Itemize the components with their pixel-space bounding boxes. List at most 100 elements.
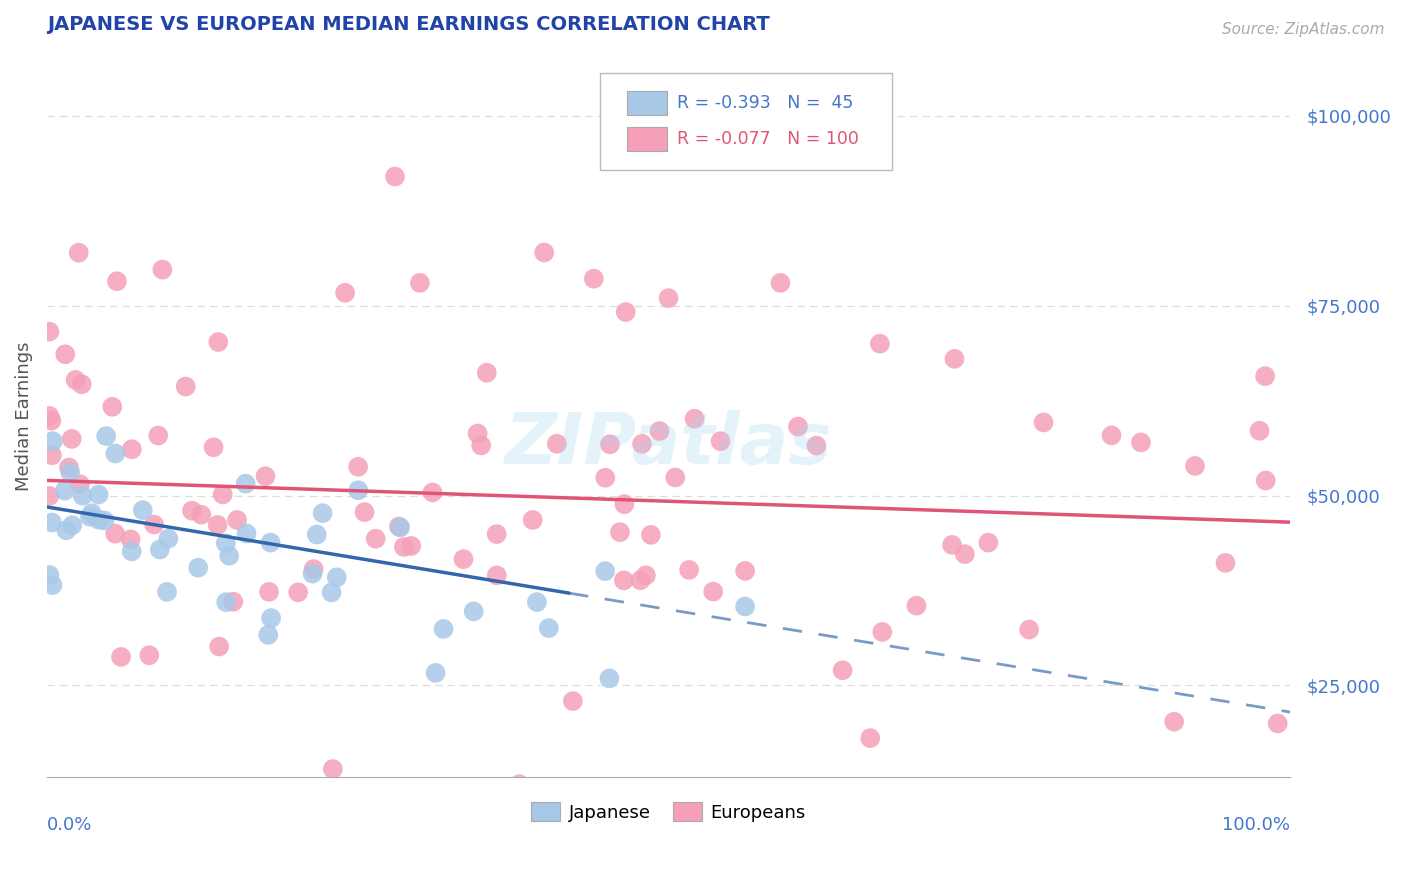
Point (69, 477, 91, 491)
Point (321, 585, 343, 599)
Point (389, 520, 412, 534)
Point (953, 547, 976, 561)
Point (1032, 416, 1054, 430)
Text: 0.0%: 0.0% (46, 816, 93, 834)
Point (1163, 714, 1185, 729)
Point (259, 535, 281, 549)
Point (150, 262, 173, 277)
Point (347, 459, 370, 474)
FancyBboxPatch shape (600, 73, 893, 170)
Point (42, 434, 65, 449)
Point (399, 539, 422, 553)
Point (475, 366, 498, 380)
Point (87, 513, 110, 527)
Point (634, 568, 657, 582)
Point (485, 527, 508, 541)
Point (41, 448, 63, 462)
Point (683, 411, 706, 425)
Text: ZIPatlas: ZIPatlas (505, 410, 832, 479)
Point (322, 762, 344, 776)
FancyBboxPatch shape (627, 91, 668, 115)
Point (311, 506, 333, 520)
Point (453, 552, 475, 566)
Point (806, 439, 828, 453)
Point (599, 437, 621, 451)
Point (1184, 458, 1206, 473)
Point (105, 274, 128, 288)
Point (364, 532, 387, 546)
Point (941, 538, 963, 552)
Point (609, 525, 631, 540)
Point (222, 595, 245, 609)
Point (734, 599, 756, 614)
Point (640, 528, 662, 542)
Point (734, 564, 756, 578)
Point (409, 276, 432, 290)
Point (1254, 474, 1277, 488)
Point (110, 649, 132, 664)
Point (208, 640, 231, 654)
Point (702, 584, 724, 599)
Point (55, 523, 77, 537)
Point (872, 624, 894, 639)
Point (631, 437, 654, 451)
Point (235, 526, 257, 541)
Point (181, 504, 204, 518)
Point (38, 325, 60, 339)
Point (302, 562, 325, 576)
Point (326, 570, 349, 584)
Point (211, 487, 233, 501)
Point (148, 428, 170, 442)
Point (287, 585, 309, 599)
Point (869, 336, 891, 351)
Point (664, 470, 686, 484)
Point (190, 508, 212, 522)
Point (593, 564, 616, 578)
Point (187, 560, 209, 574)
Point (260, 611, 283, 625)
Point (70, 377, 93, 392)
Point (943, 351, 966, 366)
Point (38, 568, 60, 582)
Point (215, 595, 238, 609)
Point (1129, 435, 1152, 450)
Point (121, 544, 143, 558)
Text: R = -0.393   N =  45: R = -0.393 N = 45 (678, 94, 853, 112)
Point (104, 446, 127, 460)
Point (526, 595, 548, 609)
Legend: Japanese, Europeans: Japanese, Europeans (524, 795, 813, 829)
Point (425, 665, 447, 680)
Point (235, 476, 257, 491)
Point (598, 672, 620, 686)
Point (38, 489, 60, 503)
Point (709, 434, 731, 449)
Point (463, 604, 485, 618)
Point (218, 549, 240, 563)
Point (202, 440, 225, 454)
Point (305, 527, 328, 541)
Text: 100.0%: 100.0% (1222, 816, 1291, 834)
Point (614, 305, 637, 319)
Point (215, 536, 238, 550)
Point (132, 503, 155, 517)
Point (470, 438, 492, 452)
Point (149, 542, 172, 557)
Point (93, 514, 115, 528)
FancyBboxPatch shape (627, 128, 668, 151)
Point (156, 585, 179, 599)
Point (546, 436, 568, 450)
Point (104, 526, 127, 541)
Point (120, 533, 142, 547)
Text: R = -0.077   N = 100: R = -0.077 N = 100 (678, 129, 859, 148)
Point (522, 513, 544, 527)
Point (769, 276, 792, 290)
Point (977, 535, 1000, 549)
Point (80, 506, 103, 520)
Point (1249, 424, 1271, 438)
Point (422, 485, 444, 500)
Point (1101, 428, 1123, 442)
Point (392, 540, 415, 554)
Point (121, 442, 143, 457)
Point (53, 483, 76, 498)
Point (384, 169, 406, 184)
